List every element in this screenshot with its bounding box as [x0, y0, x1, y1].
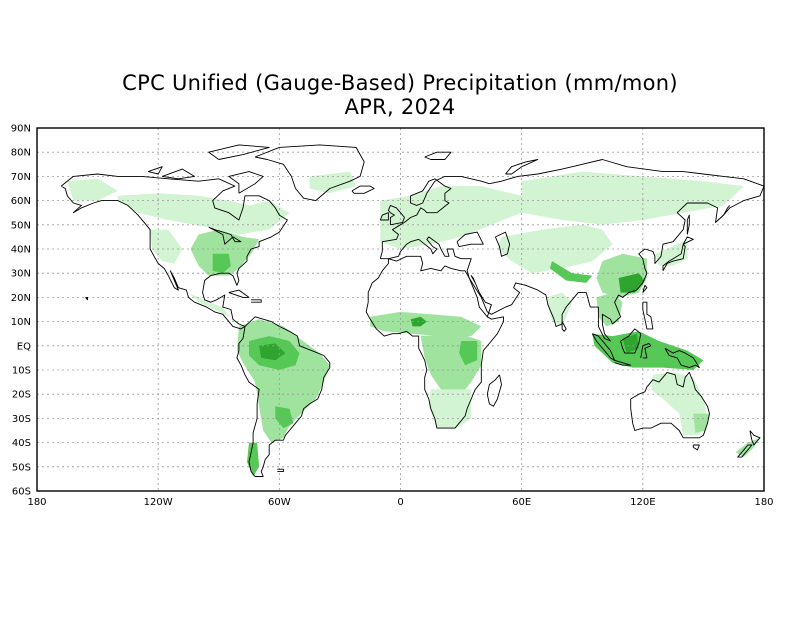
coastline-sumatra: [591, 333, 616, 361]
precip-east-africa: [459, 341, 478, 366]
map-subtitle: APR, 2024: [344, 95, 456, 119]
coastlines: [60, 144, 764, 477]
coastline-borneo: [620, 328, 642, 354]
precip-europe: [380, 186, 522, 249]
lat-tick-label: 20N: [11, 293, 31, 304]
lon-tick-label: 60E: [512, 497, 531, 508]
lat-tick-label: 70N: [11, 172, 31, 183]
precip-la-plata: [275, 406, 294, 429]
lat-tick-label: EQ: [17, 341, 31, 352]
lat-lon-grid: [37, 128, 764, 491]
coastline-hudson-bay-lake: [208, 226, 242, 245]
coastline-tasmania: [692, 444, 700, 451]
precip-west-africa-sahel: [370, 311, 482, 337]
coastline-new-zealand-south: [737, 444, 753, 458]
lat-tick-label: 20S: [12, 390, 31, 401]
coastline-sri-lanka: [561, 321, 567, 332]
precip-canada-north: [117, 193, 290, 235]
coastline-black-sea: [456, 231, 484, 248]
lat-tick-label: 30N: [11, 269, 31, 280]
coastline-sulawesi: [640, 342, 652, 359]
coastline-africa: [365, 255, 504, 429]
coastline-north-america: [60, 173, 288, 330]
coastline-banks-island: [147, 166, 163, 175]
precip-himalaya: [549, 261, 593, 283]
lon-tick-label: 0: [397, 497, 403, 508]
precip-borneo-dark: [622, 333, 639, 354]
precip-india-south: [545, 292, 573, 327]
precip-chile-south: [247, 442, 260, 477]
lat-tick-label: 60S: [12, 487, 31, 498]
precip-greenland-east: [309, 171, 357, 194]
precip-amazon-inner: [259, 343, 286, 361]
coastline-japan: [662, 236, 694, 272]
longitude-tick-labels: 180 120W 60W 0 60E 120E 180: [27, 497, 773, 508]
map-title: CPC Unified (Gauge-Based) Precipitation …: [122, 71, 678, 95]
lon-tick-label: 120E: [630, 497, 655, 508]
lat-tick-label: 30S: [12, 414, 31, 425]
lat-tick-label: 10S: [12, 366, 31, 377]
precip-central-america: [188, 292, 243, 327]
coastline-iceland: [351, 185, 375, 194]
coastline-caspian: [494, 231, 511, 257]
precip-southern-africa: [428, 389, 472, 429]
map-frame: [36, 127, 765, 492]
precip-usa-east: [190, 229, 260, 276]
lat-tick-label: 80N: [11, 148, 31, 159]
coastline-south-america: [236, 316, 331, 477]
lat-tick-label: 50N: [11, 220, 31, 231]
lon-tick-label: 60W: [268, 497, 291, 508]
coastline-ellesmere: [208, 144, 270, 160]
coastline-baffin: [228, 171, 264, 194]
coastline-new-guinea: [664, 347, 700, 369]
coastline-great-britain: [387, 204, 405, 226]
coastline-philippines: [642, 301, 654, 330]
precip-alaska-west: [67, 178, 118, 201]
coastline-hawaii: [85, 296, 88, 301]
latitude-tick-labels: 90N 80N 70N 60N 50N 40N 30N 20N 10N EQ 10S 20S 30S 40…: [11, 124, 31, 498]
lat-tick-label: 50S: [12, 462, 31, 473]
coastline-cuba: [228, 289, 250, 298]
coastline-taiwan: [642, 284, 648, 293]
coastline-novaya-zemlya: [505, 159, 539, 175]
precip-usa-southeast: [212, 253, 231, 274]
lat-tick-label: 10N: [11, 317, 31, 328]
coastline-australia: [630, 371, 710, 439]
precip-new-zealand: [735, 437, 760, 458]
precipitation-shading: [67, 171, 760, 477]
lat-tick-label: 90N: [11, 124, 31, 135]
precip-australia-north: [650, 372, 708, 436]
coastline-arabia-red-sea: [470, 275, 492, 317]
coastline-svalbard: [424, 151, 452, 160]
coastline-sakhalin: [686, 214, 690, 235]
lon-tick-label: 180: [27, 497, 46, 508]
lat-tick-label: 40S: [12, 438, 31, 449]
precip-russia-north: [521, 171, 744, 225]
lat-tick-label: 40N: [11, 245, 31, 256]
coastline-ireland: [379, 212, 389, 221]
coastline-java: [614, 359, 632, 366]
coastline-eurasia: [379, 159, 764, 342]
coastline-victoria-island: [162, 168, 195, 180]
coastline-greenland: [254, 144, 365, 202]
precip-central-asia: [497, 224, 613, 274]
coastline-madagascar: [486, 374, 502, 407]
coastline-kamchatka-tip: [715, 205, 731, 223]
coastline-new-zealand-north: [749, 430, 761, 446]
precip-indochina: [596, 292, 623, 327]
lon-tick-label: 180: [754, 497, 773, 508]
lon-tick-label: 120W: [144, 497, 173, 508]
lat-tick-label: 60N: [11, 196, 31, 207]
precip-maritime-continent: [592, 331, 704, 370]
coastline-falklands: [277, 468, 284, 473]
coastline-hispaniola: [251, 299, 262, 303]
